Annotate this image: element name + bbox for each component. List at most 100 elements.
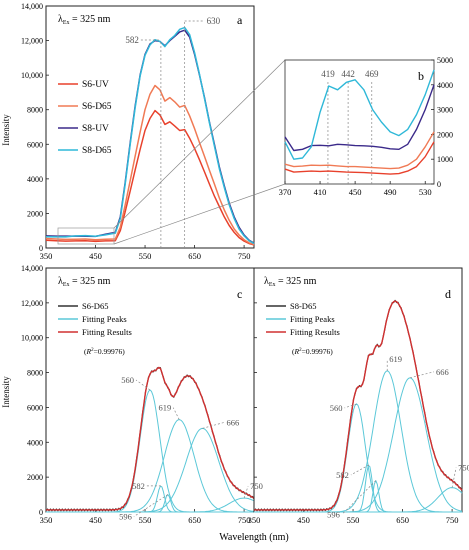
panel-b-y-tick-label: 3000	[437, 106, 453, 115]
panel-a-y-tick-label: 0	[39, 244, 43, 253]
panel-a-annotation-630: 630	[207, 16, 221, 26]
panel-c-y-axis-title: Intensity	[1, 376, 11, 408]
panel-b-series-s6-uv	[284, 141, 435, 175]
panel-a-x-tick-label: 350	[40, 251, 53, 261]
panel-c-chart: 350 450 550 650 750 0 2000 4000 6000 8000 10,000 12…	[21, 264, 263, 525]
panel-c-r2-note: (R2=0.99976)	[84, 347, 125, 356]
panel-b-series-s8-d65	[284, 69, 435, 160]
panel-a-y-tick-label: 10,000	[21, 71, 43, 80]
panel-b-axes: 370 410 450 490 530 0 1000 2000 3000 4000 5000	[279, 56, 453, 197]
panel-d-x-tick-label: 750	[446, 515, 459, 525]
panel-c-x-tick-label: 450	[89, 515, 102, 525]
panel-b-y-tick-label: 0	[437, 180, 441, 189]
panel-d-peak-leader-596	[341, 480, 377, 515]
panel-c-excitation: λEx = 325 nm	[58, 276, 111, 288]
panel-d-legend-label-1: Fitting Peaks	[290, 314, 335, 324]
panel-a-legend-label-s8-d65: S8-D65	[82, 146, 112, 156]
panel-a-annotation-582: 582	[125, 35, 139, 45]
panel-c-guides: 560 582 596 619 666 750	[119, 375, 263, 522]
panel-c-peak-label-560: 560	[121, 375, 134, 385]
panel-c-y-tick-label: 0	[39, 508, 43, 517]
panel-b-x-tick-label: 490	[384, 187, 397, 197]
panel-a-y-axis-title: Intensity	[1, 114, 11, 146]
panel-c-legend-label-0: S6-D65	[82, 301, 108, 311]
panel-c-y-tick-label: 2000	[27, 473, 43, 482]
panel-a-x-tick-label: 650	[188, 251, 201, 261]
panel-c-x-tick-label: 750	[238, 515, 251, 525]
panel-c-legend: S6-D65 Fitting Peaks Fitting Results	[58, 301, 132, 337]
panel-d-r2-note: (R2=0.99976)	[292, 347, 333, 356]
zoom-connector-top	[113, 59, 286, 229]
panel-c-fitting-peak-750	[46, 497, 255, 513]
panel-d-peak-leader-750	[451, 467, 457, 488]
panel-b-label: b	[418, 69, 424, 83]
panel-a-y-tick-label: 14,000	[21, 2, 43, 11]
panel-b-annotation-442: 442	[341, 69, 355, 79]
panel-c-x-tick-label: 550	[139, 515, 152, 525]
panel-b-y-tick-label: 4000	[437, 81, 453, 90]
panel-d-peak-leader-582	[350, 464, 370, 476]
panel-d-x-tick-label: 350	[248, 515, 261, 525]
panel-c-y-tick-label: 4000	[27, 438, 43, 447]
panel-d-peak-label-750: 750	[458, 463, 469, 473]
panel-c-peak-label-596: 596	[119, 512, 132, 522]
panel-b-y-tick-label: 2000	[437, 130, 453, 139]
panel-d-excitation: λEx = 325 nm	[264, 276, 317, 288]
panel-a-legend-label-s8-uv: S8-UV	[82, 124, 109, 134]
panel-d-guides: 560 582 596 619 666 750	[327, 354, 469, 520]
panel-a-legend-label-s6-d65: S6-D65	[82, 102, 112, 112]
panel-d-peak-label-582: 582	[336, 470, 349, 480]
panel-b-x-tick-label: 450	[349, 187, 362, 197]
panel-d-peak-label-666: 666	[436, 367, 449, 377]
panel-c-legend-label-2: Fitting Results	[82, 327, 132, 337]
panel-d-x-tick-label: 450	[297, 515, 310, 525]
panel-d-peak-label-596: 596	[327, 510, 340, 520]
panel-c-fitting-result	[46, 366, 255, 511]
panel-c-y-tick-label: 10,000	[21, 334, 43, 343]
panel-d-label: d	[445, 287, 451, 301]
panel-b-chart: 370 410 450 490 530 0 1000 2000 3000 4000 5000 419…	[113, 56, 453, 245]
panel-c-peak-label-750: 750	[250, 481, 263, 491]
panel-c-legend-label-1: Fitting Peaks	[82, 314, 127, 324]
panel-a-series-s6-uv	[45, 109, 255, 246]
panel-a-x-tick-label: 750	[238, 251, 251, 261]
panel-d-peak-label-560: 560	[330, 403, 343, 413]
panel-b-series-s8-uv	[284, 84, 435, 152]
panel-a-series-s8-d65	[45, 26, 255, 245]
panel-d-peak-label-619: 619	[389, 354, 402, 364]
panel-b-curves	[284, 69, 435, 175]
panel-c-y-tick-label: 6000	[27, 403, 43, 412]
panel-a-axes: 350 450 550 650 750 0 2000 4000 6000 8000 10,000 12…	[21, 2, 250, 261]
panel-c-peak-label-666: 666	[226, 417, 239, 427]
panel-d-x-tick-label: 550	[347, 515, 360, 525]
panel-d-legend: S8-D65 Fitting Peaks Fitting Results	[266, 301, 340, 337]
panel-c-y-tick-label: 14,000	[21, 264, 43, 273]
panel-b-y-tick-label: 5000	[437, 56, 453, 65]
panel-a-guides: 582 630	[125, 16, 221, 248]
panel-a-excitation: λEx = 325 nm	[58, 14, 111, 26]
panel-c-peak-leader-560	[135, 379, 151, 391]
panel-b-y-tick-label: 1000	[437, 155, 453, 164]
panel-a-y-tick-label: 8000	[27, 106, 43, 115]
panel-c-y-tick-label: 8000	[27, 369, 43, 378]
panel-d-fitting-result	[254, 300, 463, 511]
zoom-connector-bottom	[113, 183, 286, 245]
panel-d-legend-label-0: S8-D65	[290, 301, 316, 311]
panel-c-y-tick-label: 12,000	[21, 299, 43, 308]
panel-a-legend-label-s6-uv: S6-UV	[82, 80, 109, 90]
panel-a-frame	[45, 5, 255, 249]
panel-a-x-tick-label: 450	[89, 251, 102, 261]
panel-b-frame	[284, 59, 435, 185]
panel-b-annotation-469: 469	[365, 69, 379, 79]
panel-a-y-tick-label: 12,000	[21, 37, 43, 46]
panel-c-peak-label-619: 619	[158, 403, 171, 413]
panel-a-series-s6-d65	[45, 84, 255, 246]
panel-d-x-tick-label: 650	[396, 515, 409, 525]
panel-a-y-tick-label: 4000	[27, 175, 43, 184]
panel-d-fitting-peak-750	[254, 487, 463, 513]
zoom-region-box	[57, 227, 115, 245]
panel-c-x-tick-label: 350	[40, 515, 53, 525]
panel-b-x-tick-label: 410	[314, 187, 327, 197]
panel-d-curves	[253, 299, 463, 513]
